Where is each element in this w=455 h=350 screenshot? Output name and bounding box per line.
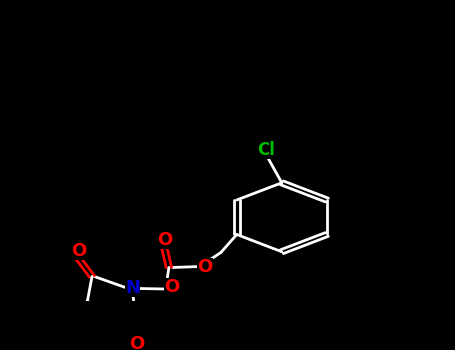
Text: Cl: Cl [257,141,275,159]
Text: N: N [125,279,140,298]
Text: O: O [71,242,86,260]
Text: O: O [197,258,212,275]
Text: O: O [157,231,172,250]
Text: O: O [130,335,145,350]
Text: O: O [164,278,180,296]
